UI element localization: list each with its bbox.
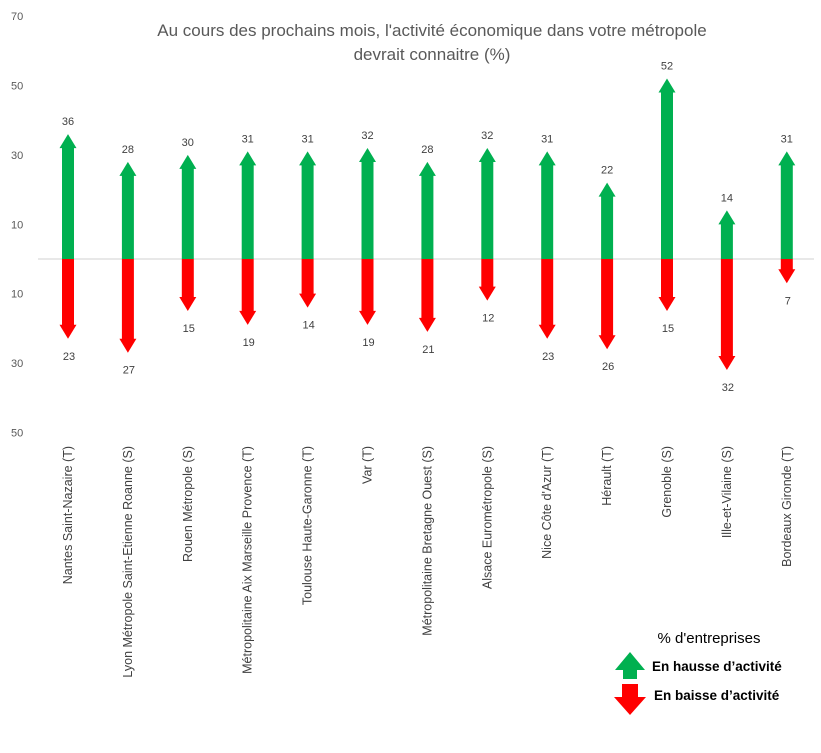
legend-item-baisse: En baisse d’activité	[654, 688, 780, 703]
bar-down-2	[119, 259, 137, 353]
chart-title-line-1: Au cours des prochains mois, l'activité …	[157, 21, 706, 40]
category-label-2: Lyon Métropole Saint-Etienne Roanne (S)	[121, 446, 135, 678]
bar-up-4	[239, 151, 257, 259]
bar-up-2	[119, 161, 137, 259]
bar-up-10	[598, 182, 616, 259]
data-label-up-8: 32	[481, 130, 493, 142]
data-label-down-11: 15	[662, 323, 674, 335]
bar-down-4	[239, 259, 257, 325]
category-label-12: Ille-et-Vilaine (S)	[720, 446, 734, 538]
category-label-5: Toulouse Haute-Garonne (T)	[301, 446, 315, 605]
data-label-down-3: 15	[183, 323, 195, 335]
bar-up-7	[418, 161, 436, 259]
data-label-up-5: 31	[301, 133, 313, 145]
bar-up-12	[718, 210, 736, 259]
data-label-up-6: 32	[361, 130, 373, 142]
bar-down-8	[478, 259, 496, 301]
category-label-6: Var (T)	[361, 446, 375, 484]
legend-down-arrow-icon	[614, 684, 646, 715]
data-label-down-10: 26	[602, 361, 614, 373]
bar-up-5	[299, 151, 317, 259]
category-label-11: Grenoble (S)	[660, 446, 674, 518]
bar-up-8	[478, 147, 496, 259]
bar-down-11	[658, 259, 676, 312]
data-label-down-8: 12	[482, 313, 494, 325]
category-label-9: Nice Côte d'Azur (T)	[540, 446, 554, 559]
bar-down-12	[718, 259, 736, 371]
data-label-down-1: 23	[63, 351, 75, 363]
y-tick-label: 30	[11, 358, 23, 370]
bar-down-5	[299, 259, 317, 308]
category-label-8: Alsace Eurométropole (S)	[480, 446, 494, 589]
bar-up-1	[59, 134, 77, 259]
chart-title-line-2: devrait connaitre (%)	[354, 45, 511, 64]
category-label-1: Nantes Saint-Nazaire (T)	[61, 446, 75, 584]
data-label-up-11: 52	[661, 61, 673, 73]
y-tick-label: 50	[11, 81, 23, 93]
bar-up-11	[658, 78, 676, 259]
bar-down-3	[179, 259, 197, 312]
data-label-up-3: 30	[182, 137, 194, 149]
category-label-4: Métropolitaine Aix Marseille Provence (T…	[241, 446, 255, 674]
category-label-3: Rouen Métropole (S)	[181, 446, 195, 562]
data-label-up-9: 31	[541, 133, 553, 145]
category-label-7: Métropolitaine Bretagne Ouest (S)	[420, 446, 434, 636]
bar-up-6	[359, 147, 376, 259]
bar-up-3	[179, 154, 197, 259]
data-label-down-7: 21	[422, 344, 434, 356]
data-label-up-10: 22	[601, 165, 613, 177]
bar-down-13	[778, 259, 796, 284]
bar-up-9	[538, 151, 556, 259]
chart-title: Au cours des prochains mois, l'activité …	[157, 21, 706, 64]
category-labels: Nantes Saint-Nazaire (T) Lyon Métropole S…	[61, 446, 794, 678]
bars	[59, 78, 796, 371]
category-label-13: Bordeaux Gironde (T)	[780, 446, 794, 567]
legend: % d'entreprises En hausse d’activité En …	[614, 630, 782, 715]
data-label-up-7: 28	[421, 144, 433, 156]
bar-down-10	[598, 259, 616, 350]
y-tick-label: 50	[11, 428, 23, 440]
data-label-down-5: 14	[302, 320, 314, 332]
data-label-down-12: 32	[722, 382, 734, 394]
bar-down-6	[359, 259, 376, 325]
y-tick-label: 70	[11, 11, 23, 23]
data-label-up-2: 28	[122, 144, 134, 156]
data-label-down-13: 7	[785, 295, 791, 307]
bar-down-9	[538, 259, 556, 339]
legend-title: % d'entreprises	[658, 630, 761, 647]
bar-down-1	[59, 259, 77, 339]
y-axis-ticks: 70 50 30 10 10 30 50	[11, 11, 23, 439]
bar-down-7	[418, 259, 436, 332]
y-tick-label: 10	[11, 219, 23, 231]
data-label-down-9: 23	[542, 351, 554, 363]
data-label-up-1: 36	[62, 116, 74, 128]
data-label-down-4: 19	[243, 337, 255, 349]
category-label-10: Hérault (T)	[600, 446, 614, 506]
legend-item-hausse: En hausse d’activité	[652, 659, 782, 674]
legend-up-arrow-icon	[615, 652, 645, 679]
data-label-down-2: 27	[123, 365, 135, 377]
y-tick-label: 30	[11, 150, 23, 162]
bar-up-13	[778, 151, 796, 259]
data-label-up-4: 31	[242, 133, 254, 145]
data-labels: 36 23 28 27 30 15 31 19 31 14 32 19 28 21 32 12 31 23 22 26…	[62, 61, 793, 394]
data-label-up-12: 14	[721, 192, 733, 204]
y-tick-label: 10	[11, 289, 23, 301]
data-label-up-13: 31	[781, 133, 793, 145]
data-label-down-6: 19	[362, 337, 374, 349]
